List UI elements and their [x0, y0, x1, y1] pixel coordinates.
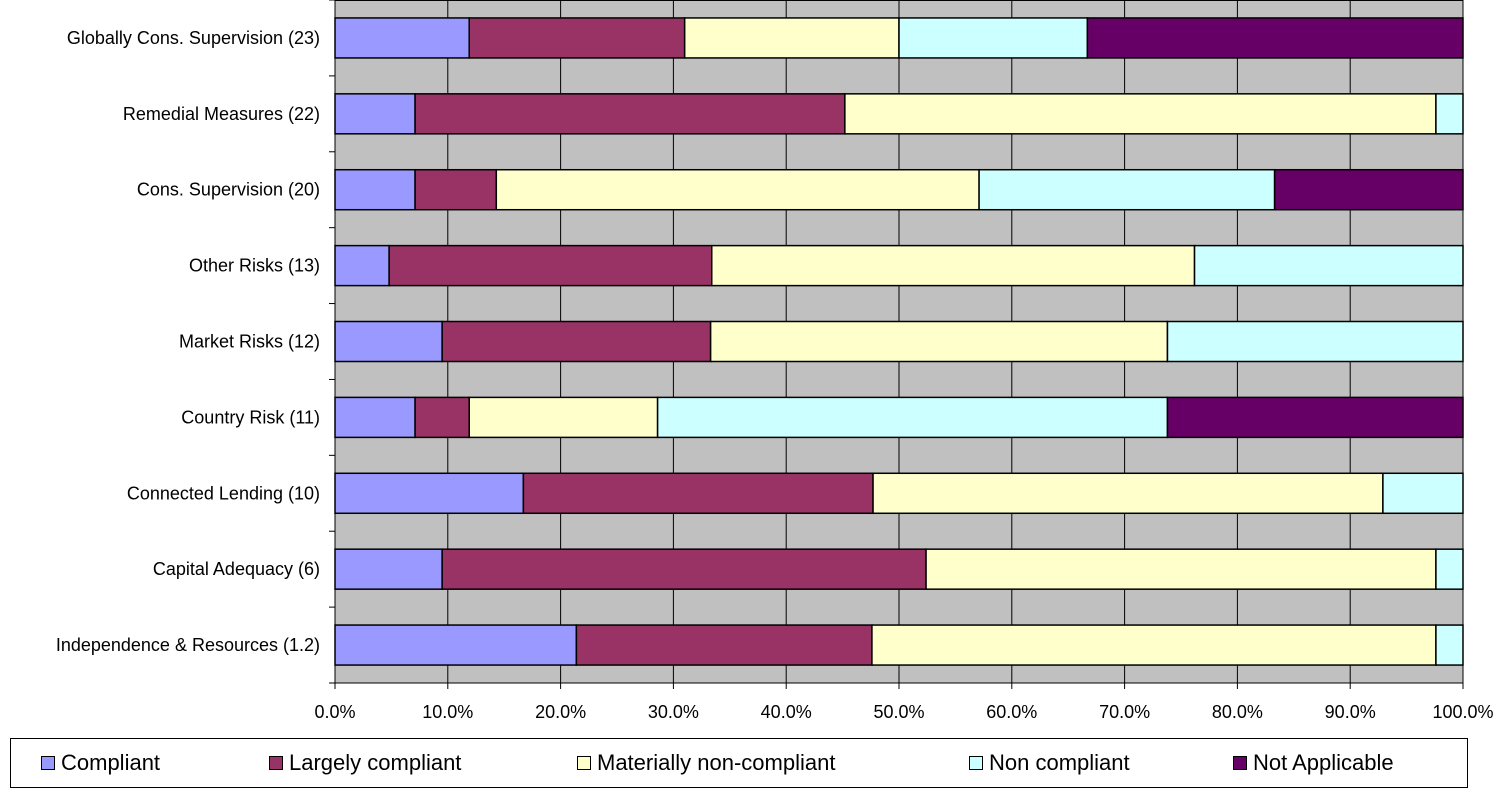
- legend-swatch-non-compliant: [969, 756, 983, 770]
- x-tick-label: 60.0%: [986, 702, 1037, 722]
- bar-segment-materially-non-compliant: [495, 168, 980, 211]
- stacked-bar-chart: Globally Cons. Supervision (23) Remedial …: [56, 0, 1494, 722]
- bar-segment-compliant: [334, 168, 416, 211]
- bar-segment-non-compliant: [1382, 472, 1464, 515]
- bar-segment-largely-compliant: [414, 168, 498, 211]
- bar-segment-largely-compliant: [575, 624, 873, 666]
- x-tick-label: 90.0%: [1325, 702, 1376, 722]
- bar-segment-materially-non-compliant: [683, 17, 900, 59]
- bar-segment-largely-compliant: [388, 244, 713, 287]
- bar-segment-largely-compliant: [414, 93, 846, 135]
- bars: [334, 17, 1464, 666]
- y-axis-labels: Globally Cons. Supervision (23) Remedial …: [56, 28, 320, 655]
- x-tick-label: 10.0%: [422, 702, 473, 722]
- bar-segment-non-compliant: [978, 168, 1276, 211]
- x-tick-label: 80.0%: [1212, 702, 1263, 722]
- bar-segment-non-compliant: [1193, 244, 1464, 287]
- legend-item-materially-non-compliant: Materially non-compliant: [577, 739, 835, 787]
- bar-segment-non-compliant: [1166, 320, 1464, 363]
- legend: Compliant Largely compliant Materially n…: [10, 738, 1468, 788]
- legend-label: Non compliant: [989, 750, 1130, 775]
- bar-segment-largely-compliant: [441, 548, 927, 590]
- bar-segment-compliant: [334, 93, 416, 135]
- bar-segment-not-applicable: [1086, 17, 1464, 59]
- x-tick-label: 100.0%: [1432, 702, 1493, 722]
- bar-segment-not-applicable: [1273, 168, 1464, 211]
- bar-segment-non-compliant: [1435, 548, 1464, 590]
- bar-segment-materially-non-compliant: [872, 472, 1384, 515]
- bar-segment-non-compliant: [898, 17, 1089, 59]
- bar-segment-non-compliant: [1435, 624, 1464, 666]
- legend-item-not-applicable: Not Applicable: [1233, 739, 1394, 787]
- x-tick-label: 0.0%: [314, 702, 355, 722]
- category-label: Country Risk (11): [181, 407, 320, 427]
- legend-item-largely-compliant: Largely compliant: [269, 739, 461, 787]
- x-tick-label: 50.0%: [873, 702, 924, 722]
- legend-label: Not Applicable: [1253, 750, 1394, 775]
- bar-segment-compliant: [334, 396, 416, 439]
- bar-segment-compliant: [334, 17, 470, 59]
- category-label: Other Risks (13): [189, 256, 320, 276]
- x-tick-label: 40.0%: [761, 702, 812, 722]
- bar-segment-materially-non-compliant: [468, 396, 659, 439]
- bar-segment-materially-non-compliant: [871, 624, 1437, 666]
- bar-segment-not-applicable: [1166, 396, 1464, 439]
- legend-swatch-not-applicable: [1233, 756, 1247, 770]
- bar-segment-largely-compliant: [522, 472, 874, 515]
- category-label: Market Risks (12): [179, 332, 320, 352]
- legend-item-non-compliant: Non compliant: [969, 739, 1130, 787]
- bar-segment-materially-non-compliant: [844, 93, 1437, 135]
- bar-segment-materially-non-compliant: [709, 320, 1169, 363]
- bar-segment-non-compliant: [656, 396, 1169, 439]
- x-tick-label: 70.0%: [1099, 702, 1150, 722]
- bar-segment-largely-compliant: [441, 320, 712, 363]
- bar-segment-compliant: [334, 624, 578, 666]
- bar-segment-materially-non-compliant: [711, 244, 1196, 287]
- bar-segment-compliant: [334, 548, 443, 590]
- bar-segment-compliant: [334, 320, 443, 363]
- category-label: Remedial Measures (22): [123, 104, 320, 124]
- legend-swatch-largely-compliant: [269, 756, 283, 770]
- axes: [329, 0, 1464, 689]
- x-tick-label: 30.0%: [648, 702, 699, 722]
- bar-segment-compliant: [334, 244, 390, 287]
- x-tick-label: 20.0%: [535, 702, 586, 722]
- legend-label: Materially non-compliant: [597, 750, 836, 775]
- bar-segment-non-compliant: [1435, 93, 1464, 135]
- legend-swatch-materially-non-compliant: [577, 756, 591, 770]
- legend-label: Compliant: [61, 750, 161, 775]
- legend-label: Largely compliant: [289, 750, 462, 775]
- legend-swatch-compliant: [41, 756, 55, 770]
- bar-segment-compliant: [334, 472, 525, 515]
- bar-segment-largely-compliant: [468, 17, 686, 59]
- bar-segment-materially-non-compliant: [925, 548, 1437, 590]
- bar-segment-largely-compliant: [414, 396, 470, 439]
- category-label: Independence & Resources (1.2): [56, 635, 320, 655]
- category-label: Capital Adequacy (6): [153, 559, 320, 579]
- category-label: Connected Lending (10): [127, 483, 320, 503]
- category-label: Cons. Supervision (20): [137, 180, 320, 200]
- category-label: Globally Cons. Supervision (23): [67, 28, 320, 48]
- legend-item-compliant: Compliant: [41, 739, 160, 787]
- x-axis-labels: 0.0% 10.0% 20.0% 30.0% 40.0% 50.0% 60.0% 70.0% 8…: [314, 702, 1493, 722]
